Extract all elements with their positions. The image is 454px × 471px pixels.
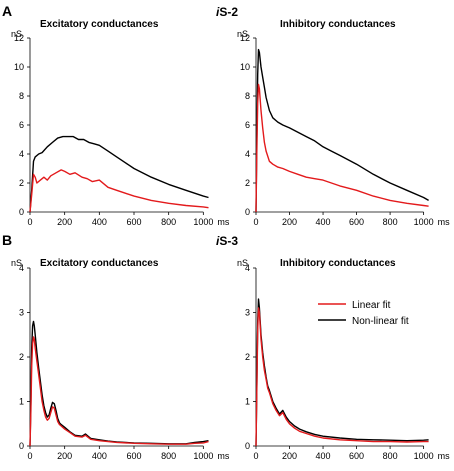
y-tick-label: 2 bbox=[245, 352, 250, 362]
y-tick-label: 8 bbox=[19, 91, 24, 101]
y-tick-label: 6 bbox=[19, 120, 24, 130]
series-line-non-linear-fit bbox=[29, 135, 209, 213]
series-line-linear-fit bbox=[29, 169, 209, 213]
x-tick-label: 200 bbox=[57, 451, 72, 461]
x-tick-label: 1000 bbox=[193, 217, 213, 227]
y-tick-label: 0 bbox=[245, 207, 250, 217]
x-tick-label: 400 bbox=[316, 217, 331, 227]
y-tick-label: 4 bbox=[245, 263, 250, 273]
series-line-linear-fit bbox=[29, 336, 209, 447]
x-tick-label: 0 bbox=[253, 451, 258, 461]
panel-letter-b: B bbox=[2, 232, 12, 248]
series-line-linear-fit bbox=[255, 83, 429, 213]
legend-label-nonlinear: Non-linear fit bbox=[352, 316, 409, 327]
x-tick-label: 1000 bbox=[414, 451, 434, 461]
chart-title: Inhibitory conductances bbox=[280, 19, 396, 30]
x-tick-label: 600 bbox=[349, 451, 364, 461]
chart-a-excitatory: Excitatory conductances nS 0 2 4 6 8 10 12 0 200 40… bbox=[11, 19, 230, 227]
y-tick-label: 0 bbox=[19, 207, 24, 217]
x-axis-unit: ms bbox=[217, 217, 229, 227]
y-axis-unit: nS bbox=[237, 29, 248, 39]
y-axis-unit: nS bbox=[237, 258, 248, 268]
panel-title-a: iS-2 bbox=[216, 5, 238, 19]
y-axis-unit: nS bbox=[11, 29, 22, 39]
x-tick-label: 0 bbox=[253, 217, 258, 227]
x-tick-label: 0 bbox=[27, 451, 32, 461]
x-tick-label: 600 bbox=[126, 217, 141, 227]
y-tick-label: 0 bbox=[19, 441, 24, 451]
y-tick-label: 2 bbox=[19, 178, 24, 188]
x-tick-label: 400 bbox=[92, 451, 107, 461]
y-tick-label: 4 bbox=[19, 149, 24, 159]
y-tick-label: 10 bbox=[240, 62, 250, 72]
series-line-non-linear-fit bbox=[255, 48, 429, 213]
x-tick-label: 200 bbox=[282, 451, 297, 461]
y-tick-label: 1 bbox=[245, 397, 250, 407]
y-tick-label: 2 bbox=[245, 178, 250, 188]
legend-label-linear: Linear fit bbox=[352, 300, 391, 311]
x-axis-unit: ms bbox=[438, 217, 450, 227]
x-tick-label: 800 bbox=[161, 451, 176, 461]
y-axis-unit: nS bbox=[11, 258, 22, 268]
y-tick-label: 2 bbox=[19, 352, 24, 362]
x-tick-label: 800 bbox=[161, 217, 176, 227]
x-tick-label: 400 bbox=[92, 217, 107, 227]
legend: Linear fit Non-linear fit bbox=[318, 300, 409, 327]
y-tick-label: 12 bbox=[240, 33, 250, 43]
x-tick-label: 200 bbox=[57, 217, 72, 227]
y-tick-label: 0 bbox=[245, 441, 250, 451]
y-tick-label: 4 bbox=[19, 263, 24, 273]
x-tick-label: 400 bbox=[316, 451, 331, 461]
chart-b-inhibitory: Inhibitory conductances nS 0 1 2 3 4 0 200 400 600… bbox=[237, 258, 450, 461]
y-tick-label: 1 bbox=[19, 397, 24, 407]
x-axis-unit: ms bbox=[438, 451, 450, 461]
y-tick-label: 4 bbox=[245, 149, 250, 159]
y-tick-label: 6 bbox=[245, 120, 250, 130]
chart-title: Excitatory conductances bbox=[40, 258, 159, 269]
y-tick-label: 12 bbox=[14, 33, 24, 43]
x-tick-label: 200 bbox=[282, 217, 297, 227]
y-tick-label: 8 bbox=[245, 91, 250, 101]
panel-letter-a: A bbox=[2, 3, 12, 19]
series-line-non-linear-fit bbox=[29, 320, 209, 447]
chart-a-inhibitory: Inhibitory conductances nS 0 2 4 6 8 10 12 0 200 40… bbox=[237, 19, 450, 227]
series-line-linear-fit bbox=[255, 307, 429, 447]
y-tick-label: 3 bbox=[19, 308, 24, 318]
y-tick-label: 3 bbox=[245, 308, 250, 318]
y-tick-label: 10 bbox=[14, 62, 24, 72]
panel-title-b: iS-3 bbox=[216, 234, 238, 248]
x-tick-label: 800 bbox=[383, 451, 398, 461]
x-tick-label: 0 bbox=[27, 217, 32, 227]
chart-b-excitatory: Excitatory conductances nS 0 1 2 3 4 0 200 400 600… bbox=[11, 258, 230, 461]
x-tick-label: 600 bbox=[349, 217, 364, 227]
x-tick-label: 1000 bbox=[414, 217, 434, 227]
x-tick-label: 1000 bbox=[193, 451, 213, 461]
chart-title: Inhibitory conductances bbox=[280, 258, 396, 269]
chart-title: Excitatory conductances bbox=[40, 19, 159, 30]
x-axis-unit: ms bbox=[217, 451, 229, 461]
x-tick-label: 600 bbox=[126, 451, 141, 461]
x-tick-label: 800 bbox=[383, 217, 398, 227]
